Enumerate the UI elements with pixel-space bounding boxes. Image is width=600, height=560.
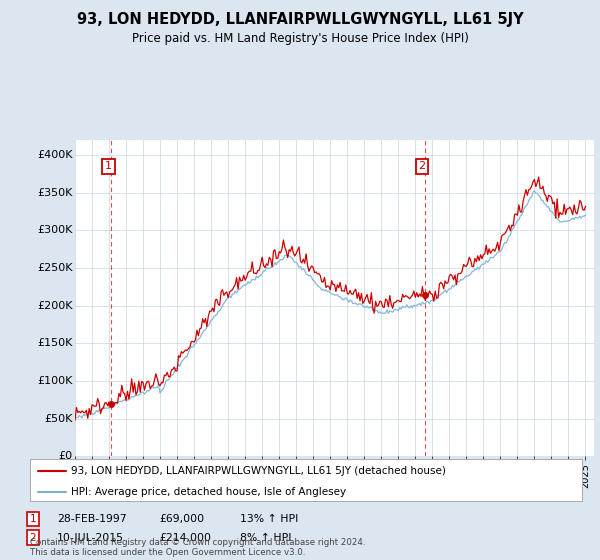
Text: £150K: £150K	[37, 338, 73, 348]
Text: 93, LON HEDYDD, LLANFAIRPWLLGWYNGYLL, LL61 5JY (detached house): 93, LON HEDYDD, LLANFAIRPWLLGWYNGYLL, LL…	[71, 466, 446, 476]
Text: 1: 1	[29, 514, 37, 524]
Text: 13% ↑ HPI: 13% ↑ HPI	[240, 514, 298, 524]
Text: £0: £0	[58, 451, 73, 461]
Text: £400K: £400K	[37, 150, 73, 160]
Text: 93, LON HEDYDD, LLANFAIRPWLLGWYNGYLL, LL61 5JY: 93, LON HEDYDD, LLANFAIRPWLLGWYNGYLL, LL…	[77, 12, 523, 27]
Text: £214,000: £214,000	[159, 533, 211, 543]
Text: Price paid vs. HM Land Registry's House Price Index (HPI): Price paid vs. HM Land Registry's House …	[131, 32, 469, 45]
Text: Contains HM Land Registry data © Crown copyright and database right 2024.
This d: Contains HM Land Registry data © Crown c…	[30, 538, 365, 557]
Text: 1: 1	[105, 161, 112, 171]
Text: HPI: Average price, detached house, Isle of Anglesey: HPI: Average price, detached house, Isle…	[71, 487, 347, 497]
Text: £69,000: £69,000	[159, 514, 204, 524]
Text: 2: 2	[29, 533, 37, 543]
Text: 10-JUL-2015: 10-JUL-2015	[57, 533, 124, 543]
Text: £100K: £100K	[37, 376, 73, 386]
Text: 28-FEB-1997: 28-FEB-1997	[57, 514, 127, 524]
Text: £350K: £350K	[37, 188, 73, 198]
Text: 2: 2	[418, 161, 425, 171]
Text: £250K: £250K	[37, 263, 73, 273]
Text: £200K: £200K	[37, 301, 73, 311]
Text: £50K: £50K	[44, 414, 73, 424]
Text: 8% ↑ HPI: 8% ↑ HPI	[240, 533, 292, 543]
Text: £300K: £300K	[37, 226, 73, 235]
